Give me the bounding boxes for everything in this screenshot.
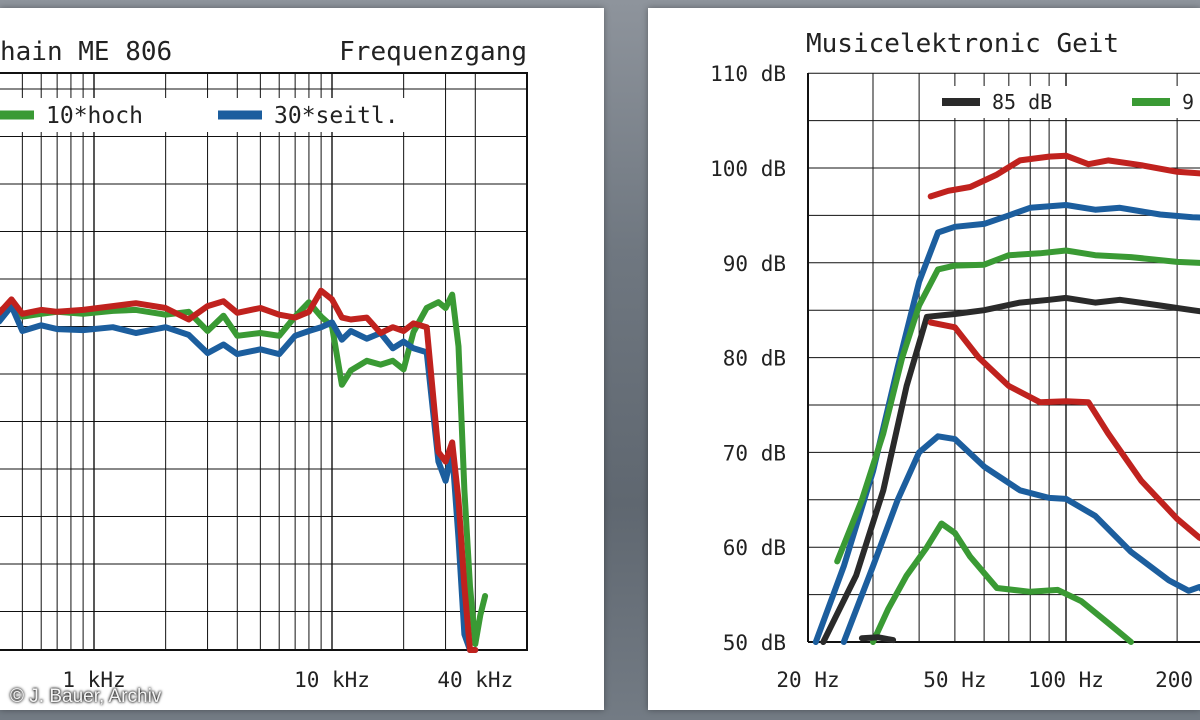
legend-label: 10*hoch — [46, 103, 143, 129]
series-line — [858, 634, 897, 644]
y-tick-label: 60 dB — [723, 536, 786, 560]
legend-label: 85 dB — [992, 90, 1052, 114]
chart-title: hain ME 806 — [0, 37, 172, 67]
series-line — [0, 287, 479, 653]
x-tick-label: 200 — [1155, 668, 1193, 692]
series-line — [820, 294, 1200, 645]
frequency-response-chart: 10*hoch 30*seitl. hain ME 806 Frequenzgang 1… — [0, 37, 528, 692]
y-tick-label: 80 dB — [723, 347, 786, 371]
series-line — [927, 152, 1200, 200]
series-line — [834, 247, 1200, 565]
series-line — [0, 303, 479, 653]
series-line — [927, 319, 1200, 542]
x-tick-label: 40 kHz — [437, 668, 513, 692]
y-tick-label: 90 dB — [723, 252, 786, 276]
y-tick-label: 70 dB — [723, 441, 786, 465]
x-tick-label: 1 kHz — [62, 668, 125, 692]
x-tick-label: 10 kHz — [294, 668, 370, 692]
legend-label: 30*seitl. — [274, 103, 399, 129]
y-tick-label: 100 dB — [710, 157, 786, 181]
max-level-chart: Musicelektronic Geit 85 dB 9 110 dB 100 dB 90… — [710, 29, 1200, 692]
x-tick-label: 20 Hz — [776, 668, 839, 692]
series-line — [840, 433, 1200, 645]
x-tick-label: 100 Hz — [1028, 668, 1104, 692]
max-level-panel: Musicelektronic Geit 85 dB 9 110 dB 100 dB 90… — [648, 8, 1200, 710]
frequency-response-panel: 10*hoch 30*seitl. hain ME 806 Frequenzgang 1… — [0, 8, 604, 710]
legend-label: 9 — [1182, 90, 1194, 114]
photo-credit: © J. Bauer, Archiv — [10, 686, 162, 707]
y-tick-label: 50 dB — [723, 631, 786, 655]
legend-background — [0, 98, 420, 132]
x-tick-label: 50 Hz — [923, 668, 986, 692]
plot-frame — [0, 72, 528, 651]
chart-title: Musicelektronic Geit — [806, 29, 1119, 59]
series-line — [870, 520, 1134, 645]
chart-subtitle: Frequenzgang — [339, 37, 527, 67]
y-tick-label: 110 dB — [710, 62, 786, 86]
